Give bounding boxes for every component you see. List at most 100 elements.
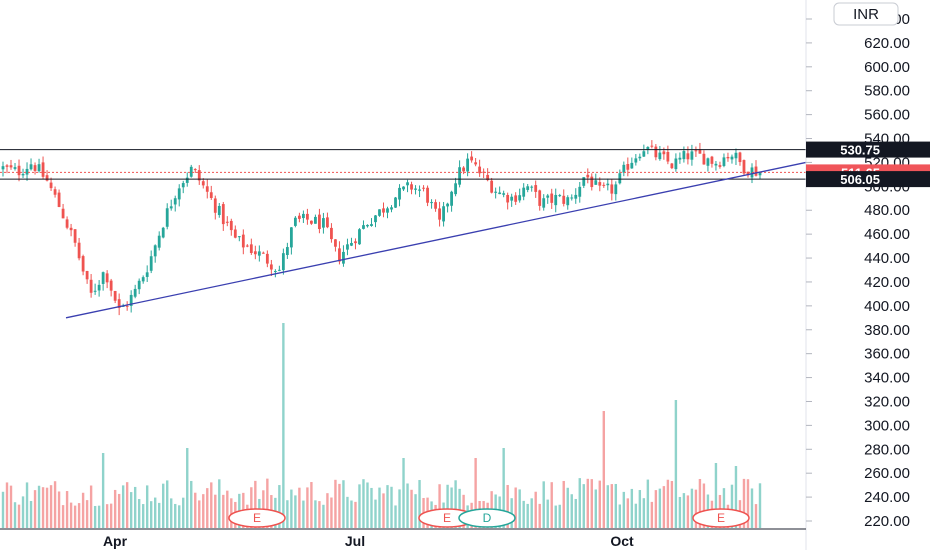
volume-bar — [322, 504, 325, 528]
volume-bar — [29, 500, 33, 528]
candle-body — [714, 163, 718, 166]
volume-bar — [113, 489, 117, 528]
candle-body — [538, 190, 542, 206]
candle-body — [590, 176, 594, 188]
candle-body — [730, 156, 734, 160]
candle-body — [478, 166, 482, 174]
volume-bar — [302, 500, 305, 528]
candle-body — [314, 216, 317, 224]
dividend-marker[interactable] — [458, 508, 516, 528]
volume-bar — [534, 491, 537, 528]
candle-body — [430, 202, 433, 204]
candle-body — [101, 272, 105, 284]
volume-bar — [282, 323, 285, 528]
candle-body — [29, 164, 33, 170]
candle-body — [678, 157, 682, 160]
volume-bar — [226, 490, 229, 528]
candle-body — [434, 202, 437, 209]
candle-body — [722, 157, 726, 166]
candle-body — [165, 208, 169, 227]
candle-body — [618, 173, 622, 184]
candle-body — [706, 158, 710, 166]
event-marker-label: E — [443, 511, 451, 525]
volume-bar — [342, 480, 345, 528]
candle-body — [65, 219, 69, 228]
candle-body — [5, 165, 9, 167]
earnings-marker[interactable] — [228, 508, 286, 528]
volume-bar — [758, 483, 762, 528]
candle-body — [205, 186, 209, 192]
candle-body — [446, 203, 449, 207]
volume-bar — [330, 497, 333, 528]
candle-body — [326, 217, 329, 228]
volume-bar — [49, 485, 53, 528]
candle-body — [622, 164, 626, 173]
candlesticks — [1, 140, 762, 316]
volume-bar — [530, 498, 533, 528]
volume-bar — [606, 485, 609, 528]
volume-bar — [230, 498, 233, 528]
candle-body — [458, 167, 462, 185]
candle-body — [558, 195, 562, 197]
candle-body — [398, 187, 401, 200]
time-axis-label: Oct — [610, 533, 634, 549]
candle-body — [466, 158, 470, 172]
candle-body — [550, 193, 554, 203]
volume-bar — [622, 491, 626, 528]
earnings-marker[interactable] — [692, 508, 750, 528]
candle-body — [702, 153, 706, 165]
candle-body — [346, 244, 349, 250]
resistance-price-badge-text: 530.75 — [840, 143, 880, 158]
candle-body — [229, 220, 233, 231]
candle-body — [750, 167, 754, 178]
volume-bar — [362, 479, 365, 528]
volume-bar — [133, 486, 137, 528]
volume-bar — [77, 503, 81, 528]
candle-body — [149, 256, 153, 271]
volume-bar — [386, 485, 389, 528]
candle-body — [514, 195, 518, 202]
volume-bar — [638, 490, 642, 528]
time-axis-label: Apr — [103, 533, 128, 549]
candle-body — [594, 180, 598, 185]
candle-body — [213, 198, 217, 213]
candle-body — [454, 183, 457, 195]
volume-bar — [182, 497, 185, 528]
volume-bar — [538, 503, 541, 528]
candle-body — [406, 182, 409, 186]
price-tick-label: 360.00 — [864, 346, 910, 363]
volume-bar — [254, 480, 257, 528]
candle-body — [694, 150, 698, 152]
ascending-trendline[interactable] — [65, 161, 807, 319]
volume-bar — [686, 495, 690, 528]
candle-body — [510, 196, 514, 201]
volume-bar — [33, 490, 37, 528]
time-axis[interactable]: Apr Jul Oct — [103, 533, 634, 549]
candle-body — [269, 264, 273, 270]
volume-bar — [298, 487, 301, 528]
candle-body — [297, 215, 301, 219]
volume-bar — [522, 500, 525, 528]
candle-body — [746, 171, 750, 176]
volume-bar — [69, 502, 73, 528]
volume-bar — [742, 478, 746, 528]
currency-badge[interactable] — [833, 2, 899, 26]
candle-body — [249, 244, 253, 253]
candle-body — [330, 227, 333, 240]
volume-bar — [210, 482, 213, 528]
candle-body — [530, 186, 534, 188]
price-axis[interactable]: 220.00 240.00 260.00 280.00 300.00 320.00 340.… — [806, 11, 910, 530]
volume-bar — [149, 501, 153, 528]
volume-bar — [286, 500, 289, 528]
volume-bar — [17, 504, 21, 528]
candle-body — [370, 224, 373, 226]
price-tick-label: 220.00 — [864, 513, 910, 530]
candle-body — [666, 151, 670, 162]
volume-bar — [590, 479, 593, 528]
volume-bar — [137, 499, 141, 528]
candle-body — [614, 184, 618, 195]
price-tick-label: 580.00 — [864, 83, 910, 100]
candle-body — [109, 280, 113, 291]
